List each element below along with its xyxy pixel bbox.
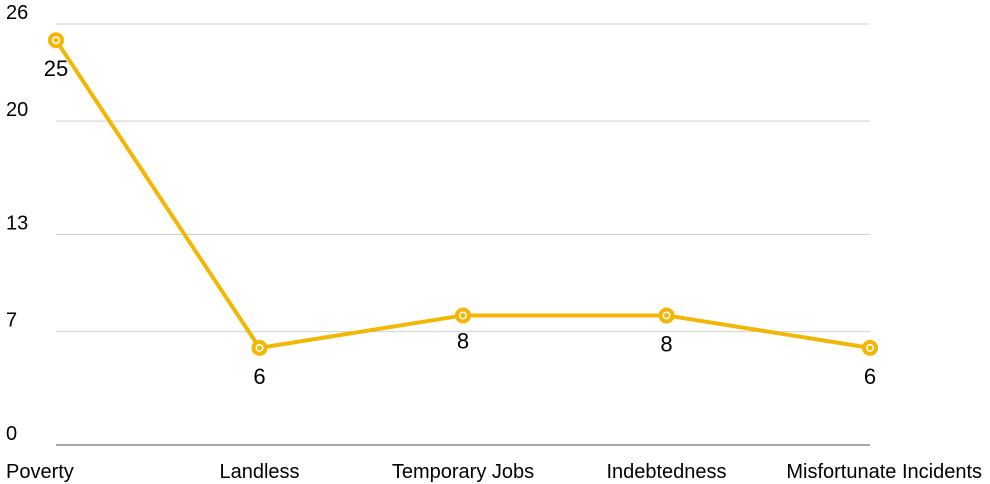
- y-tick-label-20: 20: [6, 99, 28, 121]
- y-tick-label-0: 0: [6, 423, 17, 445]
- series-line-group: [54, 38, 872, 350]
- data-label-misfortunate-incidents: 6: [864, 364, 876, 389]
- y-axis-tick-labels: 0 7 13 20 26: [6, 2, 28, 445]
- y-tick-label-13: 13: [6, 213, 28, 235]
- x-category-label-temporary-jobs: Temporary Jobs: [392, 461, 534, 483]
- data-point-center: [53, 37, 59, 43]
- data-label-indebtedness: 8: [660, 331, 672, 356]
- data-point-center: [257, 345, 262, 351]
- data-labels: 25 6 8 8 6: [44, 56, 876, 389]
- data-label-temporary-jobs: 8: [457, 328, 469, 353]
- data-point-center: [664, 312, 669, 318]
- series-line: [54, 38, 872, 350]
- data-label-poverty: 25: [44, 56, 68, 81]
- data-point-center: [460, 312, 466, 318]
- x-category-label-landless: Landless: [219, 461, 299, 483]
- y-tick-label-26: 26: [6, 2, 28, 24]
- data-points: [48, 32, 878, 356]
- x-axis-category-labels: Poverty Landless Temporary Jobs Indebtednes…: [6, 461, 982, 483]
- data-label-landless: 6: [253, 364, 265, 389]
- x-category-label-poverty: Poverty: [6, 461, 74, 483]
- y-tick-label-7: 7: [6, 310, 17, 332]
- data-point-center: [867, 345, 873, 351]
- gridlines: [56, 23, 870, 446]
- x-category-label-misfortunate-incidents: Misfortunate Incidents: [786, 461, 982, 483]
- x-category-label-indebtedness: Indebtedness: [606, 461, 726, 483]
